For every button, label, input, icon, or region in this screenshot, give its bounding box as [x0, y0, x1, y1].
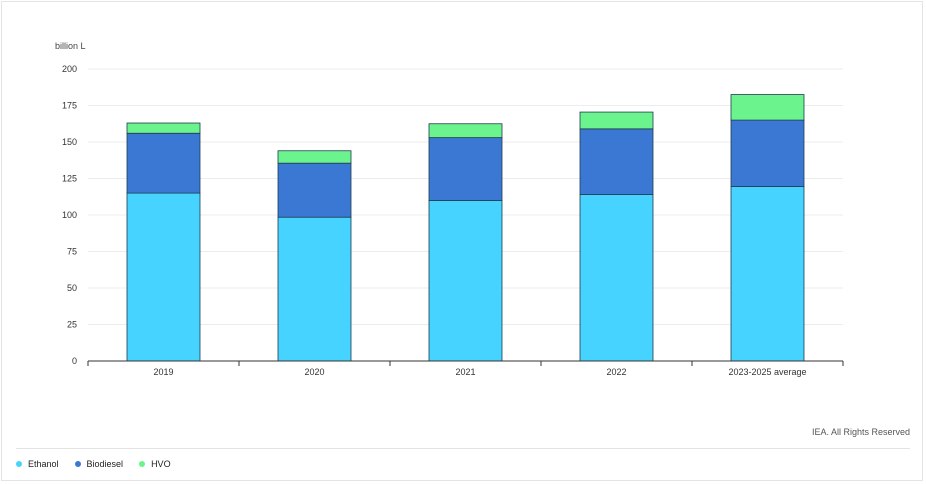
legend-marker-hvo: [139, 461, 146, 467]
legend-marker-biodiesel: [74, 461, 81, 467]
legend-item-ethanol[interactable]: Ethanol: [16, 459, 59, 469]
bar-segment-biodiesel: [579, 128, 654, 195]
bar-segment-ethanol: [428, 199, 503, 362]
bar-segment-hvo: [277, 150, 352, 164]
bar-segment-ethanol: [277, 216, 352, 362]
x-tick-label: 2020: [304, 367, 324, 377]
y-tick-label: 100: [62, 210, 77, 220]
legend: Ethanol Biodiesel HVO: [16, 459, 171, 469]
x-tick-label: 2021: [455, 367, 475, 377]
y-tick-label: 200: [62, 64, 77, 74]
legend-item-hvo[interactable]: HVO: [139, 459, 171, 469]
bar-segment-hvo: [730, 94, 805, 121]
bar-segment-hvo: [579, 111, 654, 130]
legend-divider: [16, 448, 910, 449]
y-tick-label: 25: [67, 320, 77, 330]
y-tick-label: 75: [67, 247, 77, 257]
legend-item-biodiesel[interactable]: Biodiesel: [74, 459, 124, 469]
bar-segment-hvo: [126, 122, 201, 134]
bar-segment-biodiesel: [730, 119, 805, 187]
y-tick-label: 150: [62, 137, 77, 147]
y-tick-label: 0: [72, 356, 77, 366]
bar-segment-ethanol: [579, 194, 654, 362]
bar-segment-biodiesel: [428, 137, 503, 201]
bar-segment-biodiesel: [277, 162, 352, 218]
axes: 0 25 50 75 100 125 150 175 200 2019 2020 2021 2022 20…: [62, 64, 844, 377]
y-tick-label: 50: [67, 283, 77, 293]
y-tick-label: 175: [62, 101, 77, 111]
legend-label-biodiesel: Biodiesel: [86, 459, 124, 469]
bar-segment-hvo: [428, 123, 503, 139]
x-tick-label: 2023-2025 average: [728, 367, 806, 377]
x-tick-label: 2019: [153, 367, 173, 377]
bar-segment-biodiesel: [126, 132, 201, 194]
legend-label-ethanol: Ethanol: [28, 459, 59, 469]
bars: [126, 94, 805, 362]
y-tick-label: 125: [62, 174, 77, 184]
legend-marker-ethanol: [16, 461, 22, 467]
x-tick-label: 2022: [606, 367, 626, 377]
y-axis-label: billion L: [55, 41, 86, 51]
bar-segment-ethanol: [730, 186, 805, 362]
legend-label-hvo: HVO: [151, 459, 171, 469]
credit-text: IEA. All Rights Reserved: [811, 427, 910, 437]
bar-segment-ethanol: [126, 192, 201, 362]
